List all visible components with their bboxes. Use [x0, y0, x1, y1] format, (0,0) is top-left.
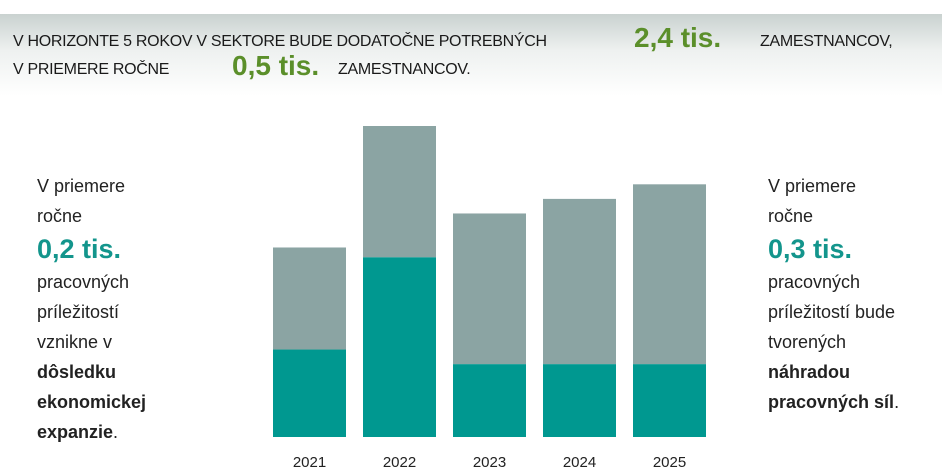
bar-2023-series-1 — [453, 213, 526, 365]
right-line3: pracovných — [768, 272, 861, 292]
right-panel: V priemere ročne 0,3 tis. pracovných prí… — [768, 171, 899, 417]
right-bold1: náhradou — [768, 362, 851, 382]
header-line1-text: V HORIZONTE 5 ROKOV V SEKTORE BUDE DODAT… — [13, 33, 547, 50]
left-line2: ročne — [37, 206, 83, 226]
header-line1-suffix: ZAMESTNANCOV, — [760, 33, 893, 50]
bar-2025-series-1 — [633, 184, 706, 365]
x-tick-label: 2024 — [563, 454, 596, 471]
right-line2: ročne — [768, 206, 814, 226]
left-bold2: ekonomickej — [37, 392, 147, 412]
x-tick-label: 2022 — [383, 454, 416, 471]
left-value: 0,2 tis. — [37, 234, 122, 264]
left-line3: pracovných — [37, 272, 130, 292]
header-annual-value: 0,5 tis. — [232, 50, 320, 81]
bar-2023-series-0 — [453, 364, 526, 437]
bar-2024-series-0 — [543, 364, 616, 437]
header-band — [0, 14, 942, 96]
right-bold2: pracovných síl — [768, 392, 895, 412]
left-line4: príležitostí — [37, 302, 120, 322]
bar-2022-series-0 — [363, 257, 436, 437]
x-tick-label: 2023 — [473, 454, 506, 471]
right-line4: príležitostí bude — [768, 302, 896, 322]
x-tick-label: 2025 — [653, 454, 686, 471]
header-total-value: 2,4 tis. — [634, 22, 722, 53]
right-line5: tvorených — [768, 332, 847, 352]
right-value: 0,3 tis. — [768, 234, 853, 264]
left-end: . — [113, 422, 119, 442]
left-line1: V priemere — [37, 176, 126, 196]
bar-2021-series-1 — [273, 247, 346, 350]
right-line1: V priemere — [768, 176, 857, 196]
header-line2-text: V PRIEMERE ROČNE — [13, 61, 170, 78]
x-tick-label: 2021 — [293, 454, 326, 471]
bar-2025-series-0 — [633, 364, 706, 437]
left-bold3: expanzie — [37, 422, 114, 442]
bar-2022-series-1 — [363, 126, 436, 258]
left-line5: vznikne v — [37, 332, 113, 352]
bar-2021-series-0 — [273, 349, 346, 437]
left-bold1: dôsledku — [37, 362, 117, 382]
header-line2-suffix: ZAMESTNANCOV. — [338, 61, 471, 78]
right-end: . — [894, 392, 900, 412]
bar-2024-series-1 — [543, 198, 616, 365]
left-panel: V priemere ročne 0,2 tis. pracovných prí… — [37, 171, 146, 447]
